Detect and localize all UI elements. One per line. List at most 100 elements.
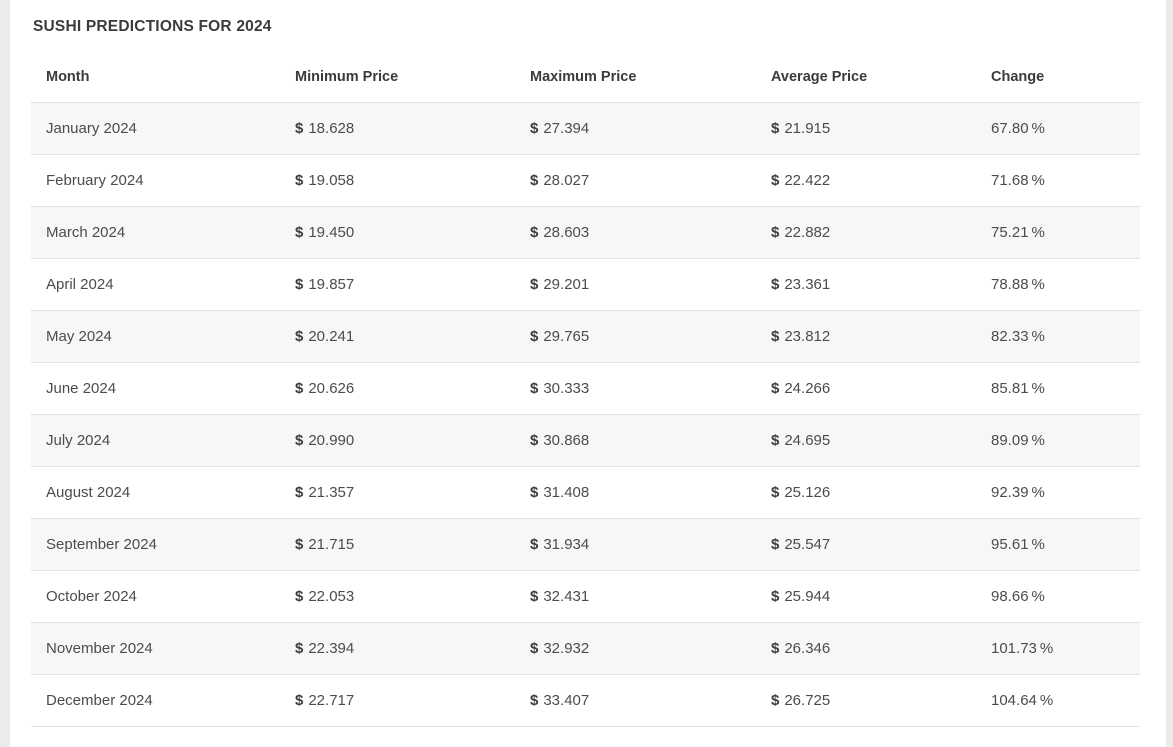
- cell-avg-price: $26.346: [756, 623, 976, 675]
- table-row: August 2024 $21.357 $31.408 $25.126 92.39%: [31, 466, 1140, 519]
- price-value: 23.812: [784, 328, 831, 345]
- price-value: 24.266: [784, 380, 831, 397]
- price-value: 30.868: [543, 432, 590, 449]
- currency-symbol: $: [295, 120, 304, 137]
- table-row: March 2024 $19.450 $28.603 $22.882 75.21%: [31, 206, 1140, 259]
- currency-symbol: $: [295, 328, 304, 345]
- cell-month: September 2024: [31, 519, 280, 571]
- price-value: 20.626: [308, 380, 355, 397]
- table-row: July 2024 $20.990 $30.868 $24.695 89.09%: [31, 414, 1140, 467]
- currency-symbol: $: [295, 692, 304, 709]
- cell-max-price: $29.201: [515, 259, 756, 311]
- cell-max-price: $32.431: [515, 571, 756, 623]
- cell-max-price: $28.603: [515, 207, 756, 259]
- cell-change: 82.33%: [976, 311, 1140, 363]
- change-value: 82.33: [991, 328, 1029, 345]
- price-value: 22.882: [784, 224, 831, 241]
- cell-avg-price: $25.944: [756, 571, 976, 623]
- change-value: 104.64: [991, 692, 1037, 709]
- cell-avg-price: $26.725: [756, 675, 976, 727]
- change-value: 71.68: [991, 172, 1029, 189]
- cell-change: 78.88%: [976, 259, 1140, 311]
- month-label: February 2024: [46, 172, 144, 189]
- currency-symbol: $: [771, 432, 780, 449]
- cell-month: December 2024: [31, 675, 280, 727]
- currency-symbol: $: [295, 276, 304, 293]
- cell-month: November 2024: [31, 623, 280, 675]
- price-value: 25.547: [784, 536, 831, 553]
- price-value: 31.408: [543, 484, 590, 501]
- header-row: Month Minimum Price Maximum Price Averag…: [31, 69, 1140, 103]
- cell-change: 101.73%: [976, 623, 1140, 675]
- month-label: October 2024: [46, 588, 137, 605]
- price-value: 29.201: [543, 276, 590, 293]
- cell-min-price: $20.241: [280, 311, 515, 363]
- price-value: 26.346: [784, 640, 831, 657]
- cell-avg-price: $24.695: [756, 415, 976, 467]
- currency-symbol: $: [295, 432, 304, 449]
- price-value: 23.361: [784, 276, 831, 293]
- cell-min-price: $22.053: [280, 571, 515, 623]
- currency-symbol: $: [295, 224, 304, 241]
- currency-symbol: $: [530, 172, 539, 189]
- cell-month: May 2024: [31, 311, 280, 363]
- cell-avg-price: $22.422: [756, 155, 976, 207]
- table-row: November 2024 $22.394 $32.932 $26.346 101.73…: [31, 622, 1140, 675]
- cell-max-price: $27.394: [515, 103, 756, 155]
- currency-symbol: $: [530, 536, 539, 553]
- cell-avg-price: $24.266: [756, 363, 976, 415]
- currency-symbol: $: [530, 692, 539, 709]
- change-value: 67.80: [991, 120, 1029, 137]
- change-value: 95.61: [991, 536, 1029, 553]
- currency-symbol: $: [530, 640, 539, 657]
- change-value: 89.09: [991, 432, 1029, 449]
- currency-symbol: $: [530, 120, 539, 137]
- table-row: January 2024 $18.628 $27.394 $21.915 67.80%: [31, 102, 1140, 155]
- percent-symbol: %: [1031, 276, 1045, 293]
- currency-symbol: $: [530, 588, 539, 605]
- cell-change: 104.64%: [976, 675, 1140, 727]
- cell-avg-price: $23.812: [756, 311, 976, 363]
- currency-symbol: $: [295, 588, 304, 605]
- price-value: 21.357: [308, 484, 355, 501]
- currency-symbol: $: [771, 588, 780, 605]
- price-value: 20.990: [308, 432, 355, 449]
- cell-max-price: $33.407: [515, 675, 756, 727]
- cell-change: 89.09%: [976, 415, 1140, 467]
- table-row: September 2024 $21.715 $31.934 $25.547 95.61…: [31, 518, 1140, 571]
- cell-change: 71.68%: [976, 155, 1140, 207]
- cell-max-price: $32.932: [515, 623, 756, 675]
- cell-min-price: $20.626: [280, 363, 515, 415]
- price-value: 27.394: [543, 120, 590, 137]
- currency-symbol: $: [295, 172, 304, 189]
- currency-symbol: $: [530, 224, 539, 241]
- cell-min-price: $19.450: [280, 207, 515, 259]
- cell-change: 95.61%: [976, 519, 1140, 571]
- month-label: June 2024: [46, 380, 117, 397]
- cell-min-price: $18.628: [280, 103, 515, 155]
- column-header-average: Average Price: [771, 69, 868, 85]
- change-value: 78.88: [991, 276, 1029, 293]
- price-value: 24.695: [784, 432, 831, 449]
- table-row: April 2024 $19.857 $29.201 $23.361 78.88%: [31, 258, 1140, 311]
- month-label: August 2024: [46, 484, 131, 501]
- column-header-minimum: Minimum Price: [295, 69, 399, 85]
- month-label: September 2024: [46, 536, 157, 553]
- currency-symbol: $: [771, 484, 780, 501]
- price-value: 29.765: [543, 328, 590, 345]
- currency-symbol: $: [530, 432, 539, 449]
- price-value: 19.857: [308, 276, 355, 293]
- currency-symbol: $: [771, 328, 780, 345]
- price-value: 19.450: [308, 224, 355, 241]
- currency-symbol: $: [530, 380, 539, 397]
- cell-month: August 2024: [31, 467, 280, 519]
- cell-month: April 2024: [31, 259, 280, 311]
- table-row: February 2024 $19.058 $28.027 $22.422 71.68%: [31, 154, 1140, 207]
- cell-max-price: $30.868: [515, 415, 756, 467]
- cell-month: July 2024: [31, 415, 280, 467]
- month-label: July 2024: [46, 432, 111, 449]
- price-value: 25.944: [784, 588, 831, 605]
- cell-month: January 2024: [31, 103, 280, 155]
- cell-min-price: $20.990: [280, 415, 515, 467]
- cell-min-price: $19.857: [280, 259, 515, 311]
